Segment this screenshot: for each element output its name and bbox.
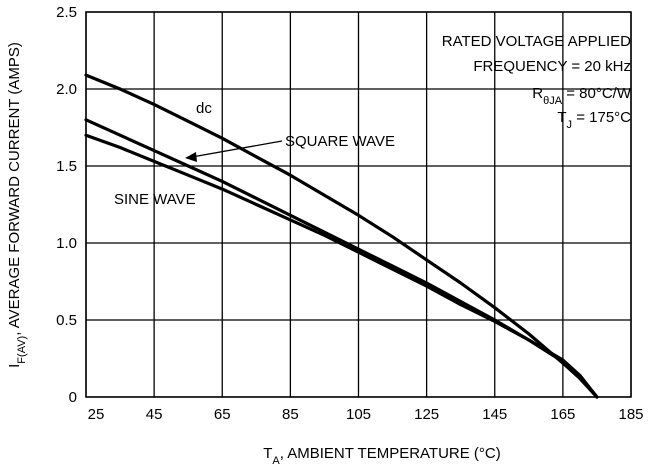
series-line-square-wave bbox=[84, 118, 599, 399]
condition-line-1: RATED VOLTAGE APPLIED bbox=[442, 33, 631, 50]
x-tick-label: 125 bbox=[414, 406, 439, 423]
x-tick-labels: 25 45 65 85 105 125 145 165 185 bbox=[88, 406, 644, 423]
condition-line-3: RθJA = 80°C/W bbox=[532, 85, 632, 107]
grid bbox=[85, 11, 632, 398]
x-tick-label: 65 bbox=[214, 406, 231, 423]
dc-label: dc bbox=[196, 100, 212, 117]
x-tick-label: 145 bbox=[482, 406, 507, 423]
x-tick-label: 105 bbox=[346, 406, 371, 423]
y-axis-title: IF(AV), AVERAGE FORWARD CURRENT (AMPS) bbox=[6, 42, 28, 368]
y-tick-label: 0.5 bbox=[56, 312, 77, 329]
series-line-sine-wave bbox=[84, 133, 599, 399]
x-tick-label: 165 bbox=[550, 406, 575, 423]
square-wave-arrow bbox=[191, 140, 283, 158]
x-tick-label: 45 bbox=[146, 406, 163, 423]
y-tick-label: 2.5 bbox=[56, 4, 77, 21]
condition-line-4: TJ = 175°C bbox=[557, 109, 631, 131]
y-tick-label: 1.5 bbox=[56, 158, 77, 175]
x-tick-label: 185 bbox=[618, 406, 643, 423]
x-axis-title: TA, AMBIENT TEMPERATURE (°C) bbox=[263, 445, 501, 467]
plot-frame bbox=[85, 11, 632, 398]
x-tick-label: 85 bbox=[282, 406, 299, 423]
square-wave-arrowhead bbox=[185, 152, 197, 162]
x-tick-label: 25 bbox=[88, 406, 105, 423]
series-line-dc bbox=[84, 73, 599, 399]
y-tick-label: 1.0 bbox=[56, 235, 77, 252]
square-wave-label: SQUARE WAVE bbox=[285, 133, 395, 150]
series-lines bbox=[84, 73, 599, 399]
condition-line-2: FREQUENCY = 20 kHz bbox=[473, 58, 631, 75]
y-tick-label: 2.0 bbox=[56, 81, 77, 98]
y-tick-label: 0 bbox=[69, 389, 77, 406]
sine-wave-label: SINE WAVE bbox=[114, 191, 196, 208]
y-tick-labels: 0 0.5 1.0 1.5 2.0 2.5 bbox=[56, 4, 77, 406]
